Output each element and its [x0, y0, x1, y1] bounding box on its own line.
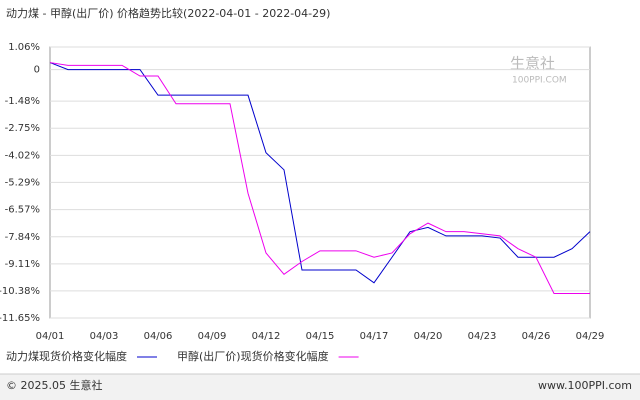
y-tick-label: -6.57%	[5, 205, 40, 216]
y-tick-label: -2.75%	[5, 123, 40, 134]
y-tick-label: 0	[34, 65, 40, 76]
x-tick-label: 04/29	[576, 331, 605, 342]
footer-copyright: © 2025.05 生意社	[6, 378, 102, 392]
x-tick-label: 04/12	[252, 331, 281, 342]
x-tick-label: 04/15	[306, 331, 335, 342]
series-line	[49, 62, 590, 294]
y-tick-label: -9.11%	[5, 259, 40, 270]
footer-bar	[0, 374, 640, 400]
watermark-name: 生意社	[510, 55, 555, 73]
x-tick-label: 04/23	[468, 331, 497, 342]
chart-title: 动力煤 - 甲醇(出厂价) 价格趋势比较(2022-04-01 - 2022-0…	[6, 6, 330, 20]
legend-label: 甲醇(出厂价)现货价格变化幅度	[177, 349, 329, 363]
x-tick-label: 04/09	[198, 331, 227, 342]
x-tick-label: 04/26	[522, 331, 551, 342]
y-tick-label: -11.65%	[0, 313, 40, 324]
y-tick-label: -4.02%	[5, 150, 40, 161]
y-tick-label: -1.48%	[5, 96, 40, 107]
y-tick-label: -5.29%	[5, 177, 40, 188]
x-tick-label: 04/06	[144, 331, 173, 342]
watermark-site: 100PPI.COM	[512, 76, 567, 86]
x-tick-label: 04/20	[414, 331, 443, 342]
y-tick-label: -7.84%	[5, 232, 40, 243]
y-tick-label: 1.06%	[8, 42, 40, 53]
x-tick-label: 04/01	[36, 331, 65, 342]
x-tick-label: 04/17	[360, 331, 389, 342]
x-tick-label: 04/03	[90, 331, 119, 342]
series-line	[49, 62, 591, 284]
legend-label: 动力煤现货价格变化幅度	[6, 349, 127, 363]
footer-url: www.100PPI.com	[538, 379, 632, 392]
y-tick-label: -10.38%	[0, 286, 40, 297]
